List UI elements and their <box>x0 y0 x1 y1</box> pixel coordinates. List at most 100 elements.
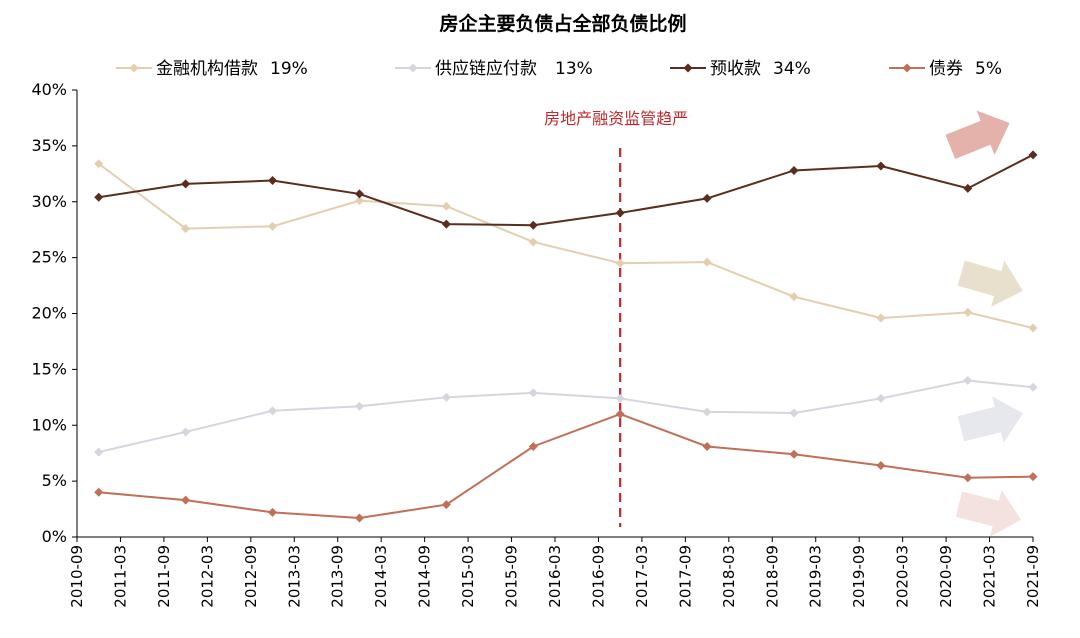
annotation-label: 房地产融资监管趋严 <box>544 109 688 128</box>
x-tick-label: 2019-03 <box>807 545 825 608</box>
plot-area <box>94 150 1038 523</box>
data-point <box>94 159 104 169</box>
data-point <box>441 500 451 510</box>
data-point <box>268 221 278 231</box>
data-point <box>963 473 973 483</box>
data-point <box>702 257 712 267</box>
legend-label: 债券 <box>929 59 963 79</box>
x-tick-label: 2019-09 <box>850 545 868 608</box>
data-point <box>441 201 451 211</box>
trend-arrow-down-icon <box>957 260 1023 307</box>
series-line <box>98 162 1034 329</box>
data-point <box>528 441 538 451</box>
data-point <box>181 224 191 234</box>
y-tick-label: 40% <box>31 80 67 99</box>
series-line <box>98 379 1034 454</box>
legend-item-2: 预收款 34% <box>670 59 811 79</box>
y-tick-label: 15% <box>31 359 67 378</box>
data-point <box>702 441 712 451</box>
data-point <box>528 388 538 398</box>
y-tick-label: 30% <box>31 192 67 211</box>
legend-marker <box>129 63 139 73</box>
data-point <box>441 392 451 402</box>
x-tick-label: 2013-03 <box>285 545 303 608</box>
data-point <box>963 307 973 317</box>
data-point <box>268 176 278 186</box>
data-point <box>354 401 364 411</box>
legend-label: 预收款 <box>710 59 761 79</box>
series-3 <box>94 409 1038 523</box>
data-point <box>789 292 799 302</box>
data-point <box>615 409 625 419</box>
y-tick-label: 10% <box>31 415 67 434</box>
x-tick-label: 2014-03 <box>372 545 390 608</box>
legend-value: 5% <box>975 59 1002 79</box>
x-tick-label: 2014-09 <box>416 545 434 608</box>
data-point <box>789 165 799 175</box>
x-tick-label: 2016-09 <box>589 545 607 608</box>
legend-value: 34% <box>773 59 811 79</box>
data-point <box>94 192 104 202</box>
legend-marker <box>683 63 693 73</box>
x-tick-label: 2018-09 <box>763 545 781 608</box>
x-tick-label: 2017-09 <box>676 545 694 608</box>
data-point <box>181 427 191 437</box>
data-point <box>876 460 886 470</box>
x-tick-label: 2011-09 <box>155 545 173 608</box>
data-point <box>963 376 973 386</box>
x-tick-label: 2015-03 <box>459 545 477 608</box>
data-point <box>528 237 538 247</box>
series-line <box>98 413 1034 520</box>
data-point <box>615 208 625 218</box>
data-point <box>702 193 712 203</box>
legend-item-0: 金融机构借款 19% <box>116 59 308 79</box>
axes: 0% 5% 10% 15% 20% 25% 30% 35% 40% 2010-09 2011-03 2… <box>31 80 1042 608</box>
data-point <box>441 219 451 229</box>
x-tick-label: 2017-03 <box>633 545 651 608</box>
data-point <box>789 449 799 459</box>
y-tick-label: 25% <box>31 248 67 267</box>
x-tick-label: 2016-03 <box>546 545 564 608</box>
data-point <box>1028 323 1038 333</box>
data-point <box>1028 150 1038 160</box>
x-tick-label: 2021-03 <box>981 545 999 608</box>
x-tick-label: 2020-09 <box>937 545 955 608</box>
data-point <box>1028 382 1038 392</box>
data-point <box>268 406 278 416</box>
x-tick-label: 2018-03 <box>720 545 738 608</box>
series-0 <box>94 159 1038 333</box>
y-tick-label: 5% <box>42 471 67 490</box>
data-point <box>876 393 886 403</box>
x-tick-label: 2012-03 <box>198 545 216 608</box>
annotation: 房地产融资监管趋严 <box>544 109 688 527</box>
trend-arrow-down-icon <box>955 490 1022 537</box>
series-1 <box>94 376 1038 457</box>
y-tick-label: 20% <box>31 304 67 323</box>
data-point <box>181 179 191 189</box>
data-point <box>354 189 364 199</box>
legend: 金融机构借款 19% 供应链应付款 13% 预收款 34% 债券 5% <box>116 59 1002 79</box>
data-point <box>181 495 191 505</box>
data-point <box>94 447 104 457</box>
data-point <box>615 393 625 403</box>
legend-label: 金融机构借款 <box>156 59 258 79</box>
legend-marker <box>408 63 418 73</box>
y-tick-label: 35% <box>31 136 67 155</box>
data-point <box>354 513 364 523</box>
data-point <box>528 220 538 230</box>
series-line <box>98 153 1034 227</box>
legend-item-3: 债券 5% <box>889 59 1002 79</box>
legend-item-1: 供应链应付款 13% <box>395 59 593 79</box>
data-point <box>789 408 799 418</box>
data-point <box>268 507 278 517</box>
legend-value: 19% <box>270 59 308 79</box>
data-point <box>94 487 104 497</box>
legend-value: 13% <box>555 59 593 79</box>
data-point <box>354 196 364 206</box>
x-tick-label: 2011-03 <box>111 545 129 608</box>
chart-title: 房企主要负债占全部负债比例 <box>439 12 686 35</box>
x-tick-label: 2015-09 <box>503 545 521 608</box>
data-point <box>876 161 886 171</box>
x-tick-label: 2021-09 <box>1024 545 1042 608</box>
trend-arrow-up-icon <box>957 396 1024 443</box>
